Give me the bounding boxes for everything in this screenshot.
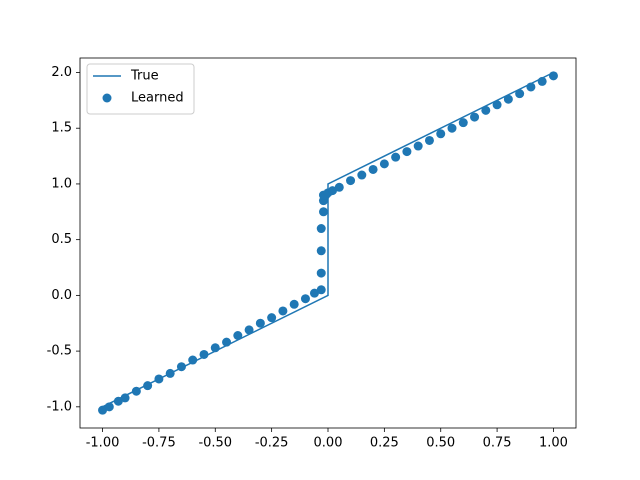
point bbox=[233, 331, 243, 340]
point bbox=[492, 100, 502, 110]
y-tick-label: 2.0 bbox=[51, 65, 72, 80]
legend-marker bbox=[102, 93, 112, 103]
point bbox=[402, 147, 412, 157]
y-tick-label: 0.5 bbox=[51, 232, 72, 247]
point bbox=[318, 207, 328, 217]
point bbox=[470, 112, 480, 122]
point bbox=[120, 393, 130, 403]
point bbox=[548, 71, 558, 81]
x-tick-label: -0.50 bbox=[198, 436, 232, 451]
point bbox=[176, 362, 186, 372]
point bbox=[289, 299, 299, 309]
y-tick-label: 1.0 bbox=[51, 176, 72, 191]
point bbox=[458, 118, 468, 128]
x-tick-label: 1.00 bbox=[539, 436, 568, 451]
point bbox=[154, 374, 164, 384]
point bbox=[278, 306, 288, 316]
point bbox=[98, 405, 108, 415]
point bbox=[244, 325, 254, 335]
point bbox=[391, 152, 401, 162]
y-tick-label: 0.0 bbox=[51, 288, 72, 303]
point bbox=[316, 268, 326, 278]
x-tick-label: 0.50 bbox=[426, 436, 455, 451]
plot-frame bbox=[79, 57, 577, 429]
x-tick-label: -0.75 bbox=[142, 436, 176, 451]
point bbox=[537, 76, 547, 86]
point bbox=[334, 182, 344, 192]
legend-label: Learned bbox=[131, 91, 184, 106]
point bbox=[165, 368, 175, 378]
point bbox=[436, 129, 446, 139]
point bbox=[368, 164, 378, 174]
x-tick-label: 0.25 bbox=[370, 436, 399, 451]
point bbox=[316, 285, 326, 295]
y-tick-label: -1.0 bbox=[47, 399, 72, 414]
point bbox=[357, 170, 367, 180]
point bbox=[131, 386, 141, 396]
point bbox=[503, 94, 513, 104]
point bbox=[300, 294, 310, 304]
point bbox=[199, 349, 209, 359]
point bbox=[267, 313, 277, 323]
point bbox=[210, 343, 220, 353]
point bbox=[309, 288, 319, 298]
point bbox=[316, 224, 326, 234]
point bbox=[526, 82, 536, 92]
x-tick-label: -1.00 bbox=[86, 436, 120, 451]
point bbox=[316, 246, 326, 256]
point bbox=[222, 337, 232, 347]
point bbox=[447, 123, 457, 133]
point bbox=[255, 318, 265, 328]
point bbox=[328, 186, 338, 196]
point bbox=[346, 176, 356, 186]
y-tick-label: -0.5 bbox=[47, 344, 72, 359]
point bbox=[188, 355, 198, 365]
point bbox=[424, 135, 434, 145]
x-tick-label: 0.75 bbox=[483, 436, 512, 451]
point bbox=[379, 159, 389, 169]
point bbox=[143, 381, 153, 391]
point bbox=[481, 105, 491, 115]
x-tick-label: 0.00 bbox=[314, 436, 343, 451]
x-tick-label: -0.25 bbox=[255, 436, 289, 451]
legend-label: True bbox=[130, 69, 159, 84]
point bbox=[104, 402, 114, 412]
y-tick-label: 1.5 bbox=[51, 121, 72, 136]
point bbox=[413, 141, 423, 151]
point bbox=[515, 89, 525, 99]
point bbox=[113, 396, 123, 406]
